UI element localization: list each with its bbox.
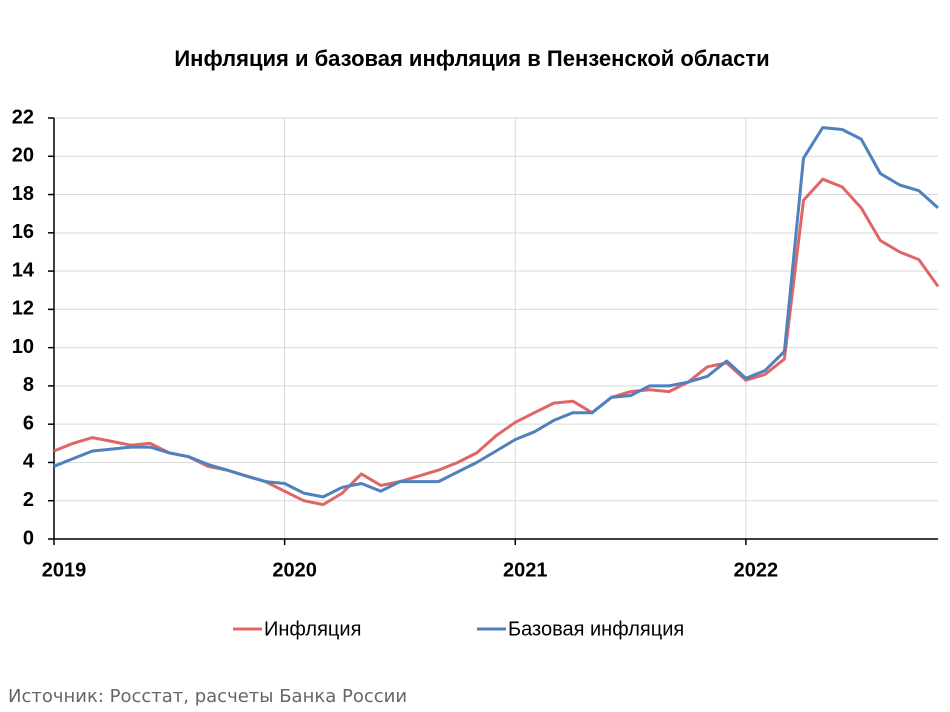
x-tick-label: 2021 [503, 559, 548, 581]
x-tick-label: 2020 [272, 559, 317, 581]
y-tick-label: 16 [12, 221, 34, 243]
source-note: Источник: Росстат, расчеты Банка России [8, 686, 407, 707]
y-tick-label: 22 [12, 106, 34, 128]
y-tick-label: 14 [12, 259, 35, 281]
y-tick-label: 18 [12, 183, 34, 205]
y-tick-label: 12 [12, 298, 34, 320]
x-tick-label: 2022 [734, 559, 779, 581]
series-line [53, 126, 940, 499]
y-tick-label: 8 [23, 374, 34, 396]
y-tick-label: 0 [23, 527, 34, 549]
y-tick-label: 2 [23, 489, 34, 511]
chart-title: Инфляция и базовая инфляция в Пензенской… [174, 46, 769, 71]
y-tick-label: 6 [23, 412, 34, 434]
x-tick-label: 2019 [42, 559, 87, 581]
legend-label: Инфляция [264, 618, 361, 640]
legend-label: Базовая инфляция [508, 618, 684, 640]
y-tick-label: 4 [23, 451, 35, 473]
y-tick-label: 20 [12, 145, 34, 167]
y-tick-label: 10 [12, 336, 34, 358]
